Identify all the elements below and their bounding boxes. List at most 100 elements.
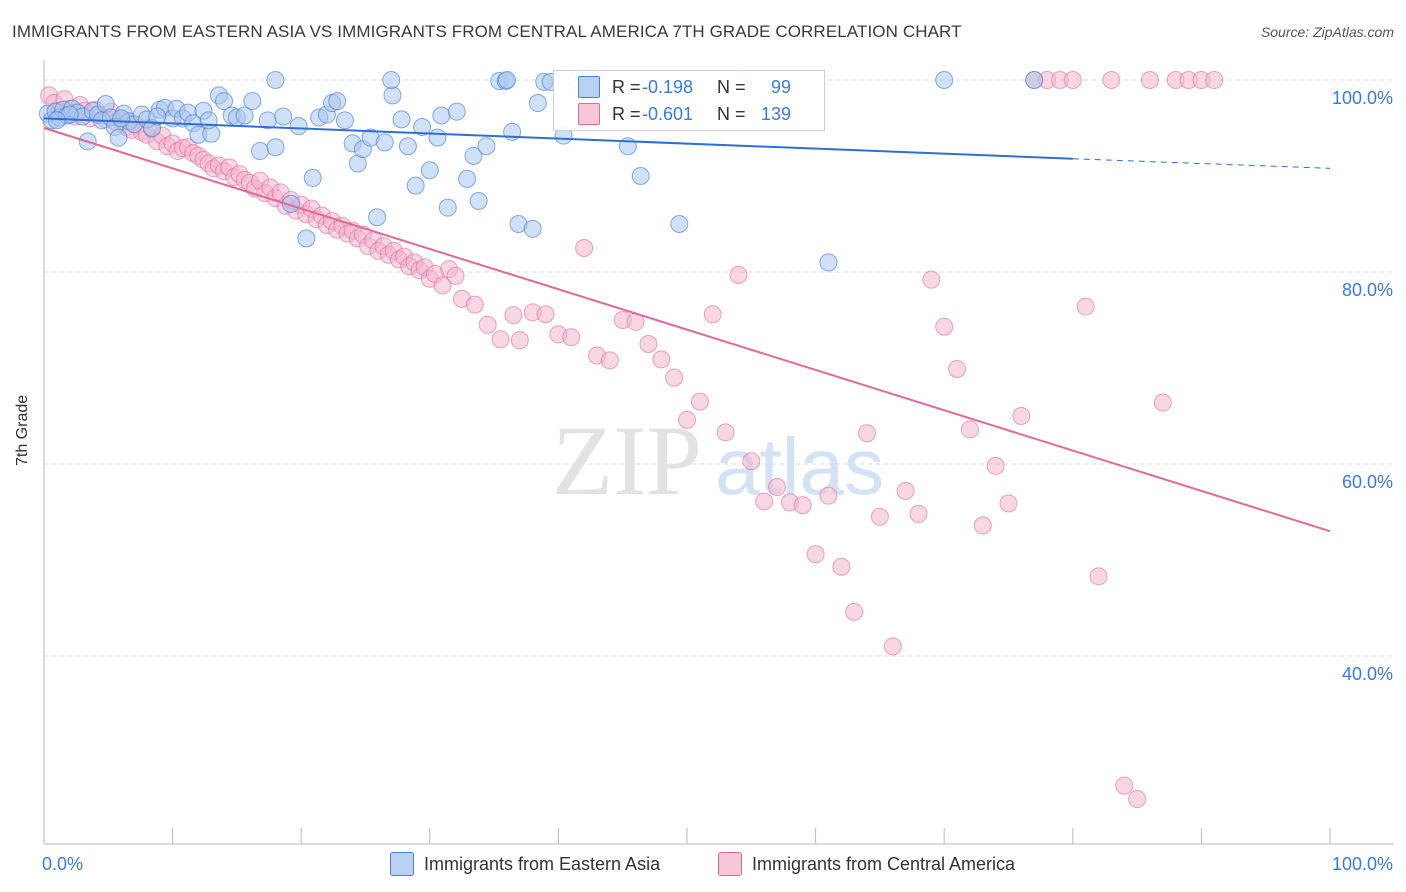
eastern-asia-point — [47, 111, 66, 130]
central-america-point — [652, 350, 671, 369]
chart-title: IMMIGRANTS FROM EASTERN ASIA VS IMMIGRAN… — [12, 22, 962, 41]
central-america-point — [690, 392, 709, 411]
eastern-asia-point — [112, 109, 131, 128]
eastern-asia-point — [406, 176, 425, 195]
source-label: Source: ZipAtlas.com — [1260, 24, 1394, 40]
central-america-point — [909, 504, 928, 523]
y-tick-label: 40.0% — [1342, 664, 1393, 684]
eastern-asia-point — [266, 138, 285, 157]
eastern-asia-point — [382, 71, 401, 89]
central-america-point — [768, 478, 787, 497]
central-america-point — [478, 315, 497, 334]
tick-labels: 100.0% 80.0% 60.0% 40.0% 0.0% 100.0% — [42, 88, 1393, 874]
y-axis-title: 7th Grade — [14, 394, 31, 466]
eastern-asia-point — [935, 71, 954, 89]
eastern-asia-point — [819, 253, 838, 272]
watermark: ZIP atlas — [552, 405, 884, 516]
central-america-point — [536, 305, 555, 324]
x-tick-label-min: 0.0% — [42, 854, 83, 874]
central-america-trend-line — [43, 127, 1331, 533]
eastern-asia-point — [303, 168, 322, 187]
central-america-point — [806, 545, 825, 564]
central-america-point — [845, 602, 864, 621]
central-america-point — [1128, 790, 1147, 809]
eastern-asia-point — [199, 111, 218, 130]
eastern-asia-point — [469, 191, 488, 210]
central-america-point — [491, 330, 510, 349]
stats-swatch-blue — [578, 76, 600, 98]
central-america-point — [1153, 393, 1172, 412]
legend-label: Immigrants from Eastern Asia — [424, 853, 661, 874]
eastern-asia-point — [289, 117, 308, 136]
stats-n-label: N = — [717, 103, 746, 124]
central-america-point — [793, 496, 812, 515]
central-america-point — [504, 306, 523, 325]
central-america-point — [703, 305, 722, 324]
watermark-zip: ZIP — [552, 405, 702, 516]
eastern-asia-point — [235, 106, 254, 125]
central-america-point — [999, 494, 1018, 513]
legend-swatch-blue — [390, 852, 414, 876]
stats-n-value: 99 — [770, 76, 791, 97]
central-america-point — [858, 424, 877, 443]
central-america-point — [1063, 71, 1082, 89]
central-america-point — [575, 239, 594, 257]
stats-n-value: 139 — [760, 103, 791, 124]
eastern-asia-point — [335, 111, 354, 130]
stats-r-value: -0.198 — [642, 76, 694, 97]
eastern-asia-point — [523, 219, 542, 238]
central-america-point — [755, 492, 774, 511]
eastern-asia-point — [420, 161, 439, 180]
central-america-point — [1115, 776, 1134, 795]
central-america-point — [716, 423, 735, 442]
eastern-asia-point — [297, 229, 316, 248]
eastern-asia-point — [251, 142, 270, 161]
central-america-point — [1089, 567, 1108, 586]
eastern-asia-point — [392, 110, 411, 129]
legend-item-eastern-asia[interactable]: Immigrants from Eastern Asia — [390, 852, 660, 876]
trend-lines — [43, 117, 1331, 533]
eastern-asia-point — [432, 106, 451, 125]
eastern-asia-point — [266, 71, 285, 89]
central-america-point — [433, 276, 452, 295]
central-america-point — [446, 266, 465, 285]
central-america-point — [1076, 297, 1095, 316]
central-america-point — [600, 351, 619, 370]
eastern-asia-point — [109, 128, 128, 147]
legend-item-central-america[interactable]: Immigrants from Central America — [718, 852, 1015, 876]
stats-n-label: N = — [717, 76, 746, 97]
central-america-point — [665, 368, 684, 387]
eastern-asia-point — [413, 118, 432, 137]
eastern-asia-point — [458, 169, 477, 188]
eastern-asia-point — [497, 71, 516, 89]
central-america-point — [562, 328, 581, 347]
central-america-point — [870, 507, 889, 526]
x-tick-label-max: 100.0% — [1332, 854, 1393, 874]
central-america-point — [678, 410, 696, 429]
eastern-asia-point — [447, 102, 466, 121]
central-america-point — [1140, 71, 1159, 89]
eastern-asia-trend-extension — [1072, 158, 1331, 169]
central-america-point — [819, 486, 838, 505]
central-america-point — [948, 359, 967, 378]
central-america-point — [883, 637, 902, 656]
central-america-point — [1205, 71, 1224, 89]
stats-row-eastern-asia: R = -0.198 N = 99 — [578, 74, 791, 100]
eastern-asia-point — [243, 92, 262, 111]
central-america-point — [1012, 407, 1031, 425]
eastern-asia-point — [464, 146, 483, 165]
eastern-asia-point — [477, 137, 496, 156]
stats-r-value: -0.601 — [642, 103, 694, 124]
central-america-point — [742, 452, 761, 471]
eastern-asia-point — [1025, 71, 1044, 89]
stats-row-central-america: R = -0.601 N = 139 — [578, 101, 791, 127]
stats-swatch-pink — [578, 103, 600, 125]
central-america-point — [922, 270, 941, 289]
gridlines — [44, 79, 1394, 657]
central-america-point — [729, 265, 748, 284]
stats-r-label: R = — [612, 76, 641, 97]
central-america-point — [465, 295, 484, 314]
eastern-asia-point — [148, 107, 167, 126]
stats-legend: R = -0.198 N = 99 R = -0.601 N = 139 — [553, 70, 825, 131]
